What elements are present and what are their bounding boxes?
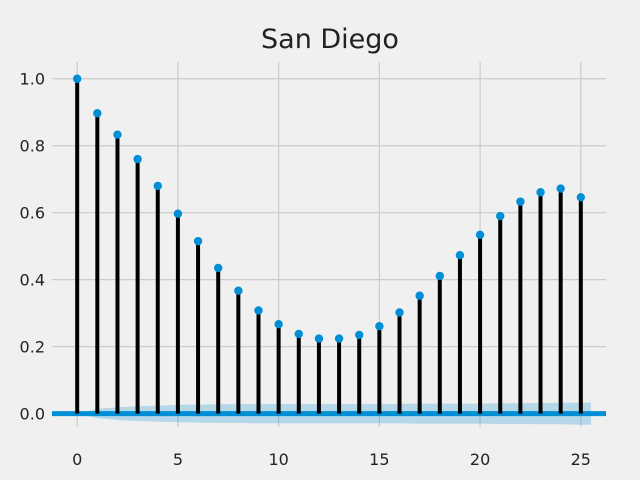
marker-lag-0 [72, 74, 82, 83]
y-tick-label-4: 0.8 [20, 137, 45, 156]
marker-lag-5 [173, 209, 183, 218]
y-tick-label-5: 1.0 [20, 70, 45, 89]
marker-lag-22 [516, 197, 525, 206]
marker-lag-19 [455, 251, 465, 260]
x-tick-label-5: 25 [571, 450, 591, 469]
y-tick-label-3: 0.6 [20, 204, 45, 223]
x-tick-label-3: 15 [369, 450, 389, 469]
y-tick-label-1: 0.2 [20, 338, 45, 357]
marker-lag-12 [314, 334, 324, 343]
x-tick-label-2: 10 [268, 450, 288, 469]
marker-lag-2 [113, 130, 122, 139]
marker-lag-25 [576, 193, 586, 202]
y-axis-ticks: 0.0 0.2 0.4 0.6 0.8 1.0 [20, 70, 45, 424]
marker-lag-14 [355, 330, 364, 340]
marker-lag-1 [93, 109, 102, 118]
marker-lag-21 [496, 211, 505, 221]
marker-lag-18 [435, 271, 444, 281]
marker-lag-11 [294, 329, 303, 339]
x-tick-label-4: 20 [470, 450, 490, 469]
marker-lag-23 [536, 188, 545, 197]
marker-lag-9 [254, 306, 263, 315]
marker-lag-10 [274, 319, 283, 329]
y-tick-label-0: 0.0 [20, 405, 45, 424]
chart-title: San Diego [261, 24, 399, 55]
x-axis-ticks: 0 5 10 15 20 25 [72, 450, 591, 469]
marker-lag-13 [334, 334, 344, 343]
x-tick-label-0: 0 [72, 450, 82, 469]
marker-lag-6 [193, 236, 203, 246]
markers [72, 74, 586, 343]
marker-lag-20 [475, 230, 485, 239]
y-tick-label-2: 0.4 [20, 271, 45, 290]
marker-lag-24 [556, 184, 565, 193]
marker-lag-17 [415, 291, 424, 300]
marker-lag-7 [214, 263, 223, 273]
marker-lag-16 [395, 308, 404, 317]
x-tick-label-1: 5 [173, 450, 183, 469]
marker-lag-4 [153, 181, 162, 191]
marker-lag-15 [375, 322, 384, 331]
stems [75, 78, 583, 414]
marker-lag-8 [234, 286, 243, 295]
marker-lag-3 [133, 154, 142, 164]
